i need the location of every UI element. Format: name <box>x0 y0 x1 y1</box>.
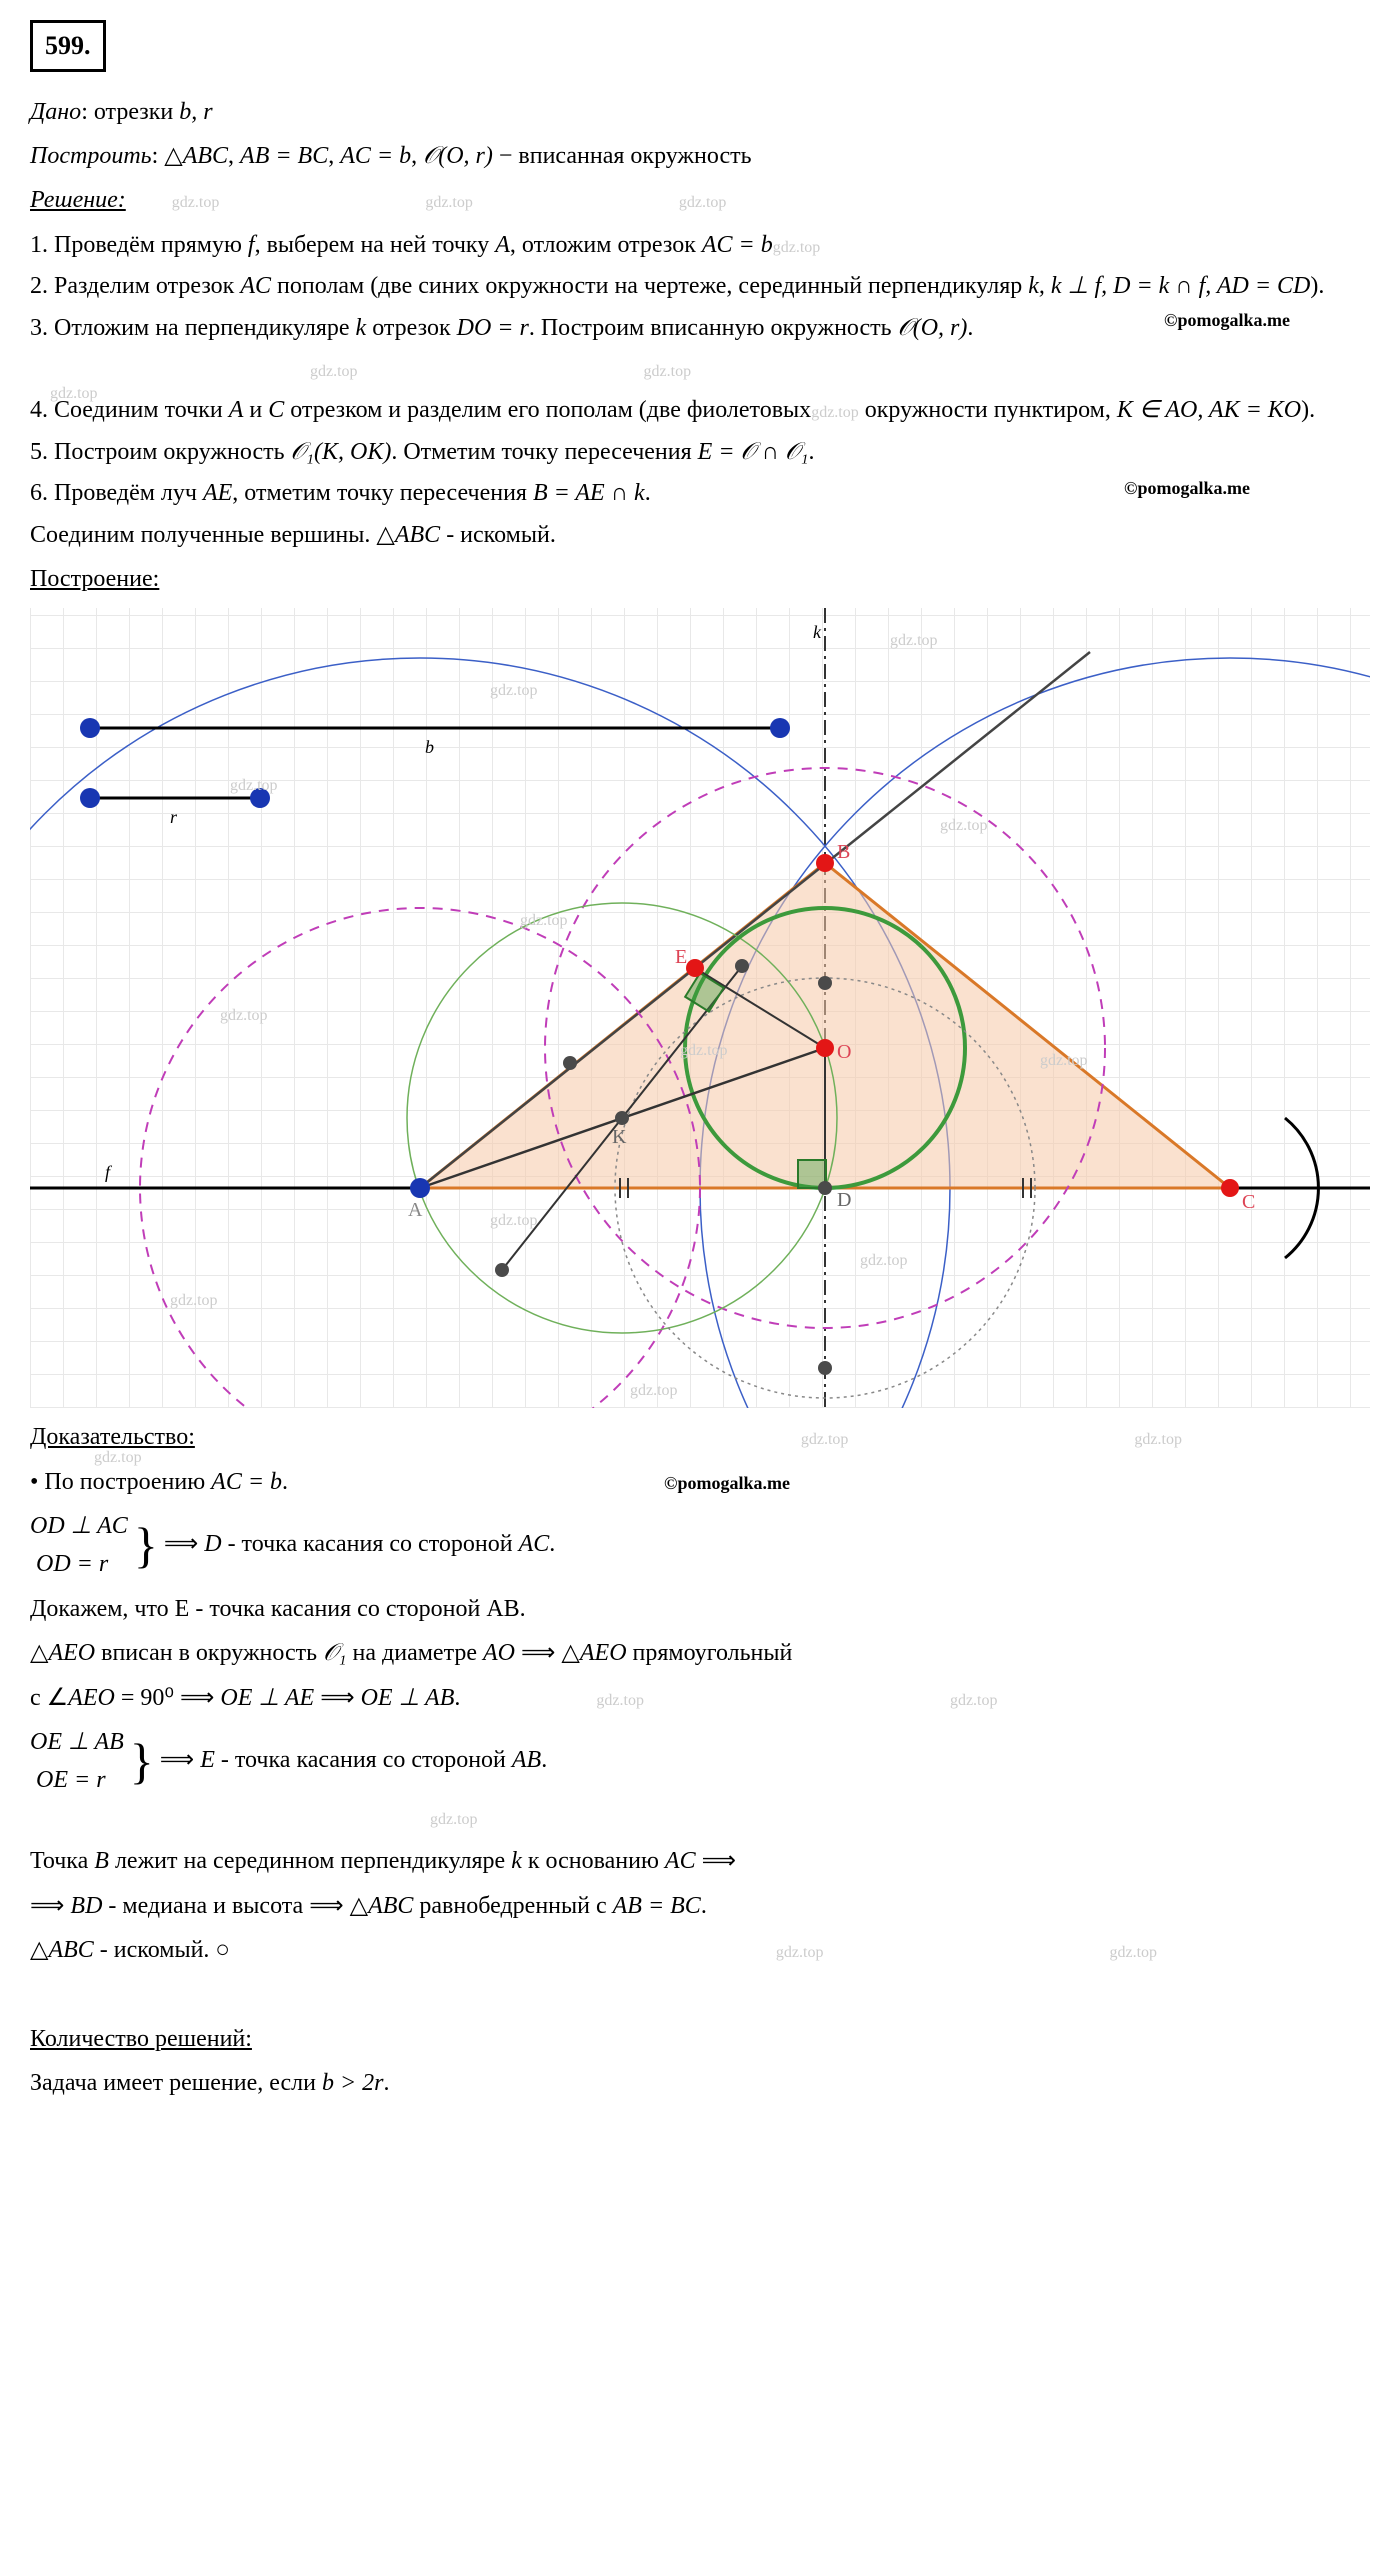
proof-2: OD ⊥ AC OD = r } ⟹ D - точка касания со … <box>30 1507 1370 1584</box>
svg-text:K: K <box>612 1126 627 1148</box>
svg-text:D: D <box>837 1189 851 1211</box>
proof-9: △ABC - искомый. ○ gdz.top gdz.top <box>30 1931 1370 1969</box>
svg-text:b: b <box>425 737 434 757</box>
dokazatelstvo-label: Доказательство: gdz.top gdz.top <box>30 1418 1370 1456</box>
svg-text:C: C <box>1242 1191 1255 1213</box>
kolichestvo-label: Количество решений: <box>30 2020 1370 2058</box>
step-5: 5. Построим окружность 𝒪₁(K, OK). Отмети… <box>30 433 1370 471</box>
svg-text:E: E <box>675 946 687 968</box>
proof-3: Докажем, что E - точка касания со сторон… <box>30 1590 1370 1628</box>
step-6: 6. Проведём луч AE, отметим точку пересе… <box>30 474 1370 512</box>
kol-text: Задача имеет решение, если b > 2r. <box>30 2064 1370 2102</box>
svg-text:O: O <box>837 1041 851 1063</box>
construction-diagram: f k b r A C D O K <box>30 608 1370 1408</box>
step-4: gdz.top4. Соединим точки A и C отрезком … <box>30 391 1370 429</box>
svg-text:B: B <box>837 841 850 863</box>
proof-6: OE ⊥ AB OE = r } ⟹ E - точка касания со … <box>30 1723 1370 1800</box>
step-2: 2. Разделим отрезок AC пополам (две сини… <box>30 267 1370 305</box>
svg-text:r: r <box>170 807 178 827</box>
proof-4: △AEO вписан в окружность 𝒪₁ на диаметре … <box>30 1634 1370 1672</box>
svg-text:f: f <box>105 1162 113 1182</box>
proof-1: • По построению AC = b. gdz.top ©pomogal… <box>30 1463 1370 1501</box>
postroenie-label: Построение: <box>30 560 1370 598</box>
problem-number: 599. <box>30 20 106 72</box>
proof-8: ⟹ BD - медиана и высота ⟹ △ABC равнобедр… <box>30 1887 1370 1925</box>
svg-text:A: A <box>408 1199 423 1221</box>
svg-text:k: k <box>813 622 822 642</box>
postroit-line: Построить: △ABC, AB = BC, AC = b, 𝒪(O, r… <box>30 137 1370 175</box>
dano-line: Дано: отрезки b, r <box>30 93 1370 131</box>
step-1: 1. Проведём прямую f, выберем на ней точ… <box>30 226 1370 264</box>
reshenie-label: Решение: gdz.top gdz.top gdz.top <box>30 181 1370 219</box>
proof-7: Точка B лежит на серединном перпендикуля… <box>30 1842 1370 1880</box>
proof-5: с ∠AEO = 90⁰ ⟹ OE ⊥ AE ⟹ OE ⊥ AB. gdz.to… <box>30 1679 1370 1717</box>
step-final: Соединим полученные вершины. △ABC - иско… <box>30 516 1370 554</box>
